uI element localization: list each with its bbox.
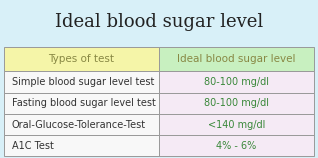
Text: Ideal blood sugar level: Ideal blood sugar level — [55, 13, 263, 31]
Text: Oral-Glucose-Tolerance-Test: Oral-Glucose-Tolerance-Test — [12, 120, 146, 130]
Text: Ideal blood sugar level: Ideal blood sugar level — [177, 54, 296, 64]
Text: 80-100 mg/dl: 80-100 mg/dl — [204, 77, 269, 87]
Bar — [159, 71, 314, 93]
Bar — [4, 93, 159, 114]
Bar — [4, 71, 159, 93]
Text: Fasting blood sugar level test: Fasting blood sugar level test — [12, 98, 156, 108]
Bar — [4, 47, 159, 71]
Text: 4% - 6%: 4% - 6% — [217, 141, 257, 151]
Text: Simple blood sugar level test: Simple blood sugar level test — [12, 77, 154, 87]
Bar — [159, 93, 314, 114]
Bar — [4, 114, 159, 135]
Text: 80-100 mg/dl: 80-100 mg/dl — [204, 98, 269, 108]
Bar — [4, 135, 159, 156]
Text: <140 mg/dl: <140 mg/dl — [208, 120, 265, 130]
Bar — [159, 47, 314, 71]
Text: A1C Test: A1C Test — [12, 141, 54, 151]
Bar — [159, 135, 314, 156]
Text: Types of test: Types of test — [48, 54, 114, 64]
Bar — [159, 114, 314, 135]
